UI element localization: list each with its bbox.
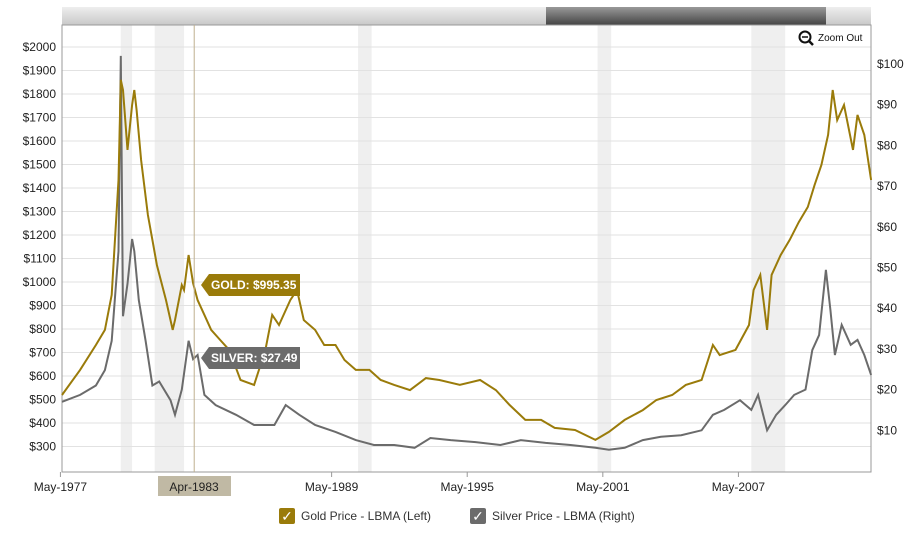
- zoom-out-icon: [798, 30, 812, 44]
- left-axis-tick: $500: [29, 393, 56, 407]
- silver-checkbox-icon[interactable]: ✓: [470, 508, 486, 524]
- right-axis-tick: $30: [877, 342, 897, 356]
- left-axis-tick: $300: [29, 440, 56, 454]
- left-axis-tick: $400: [29, 416, 56, 430]
- legend-silver-label: Silver Price - LBMA (Right): [492, 509, 635, 523]
- left-axis-tick: $600: [29, 369, 56, 383]
- right-axis-tick: $50: [877, 261, 897, 275]
- recession-band: [751, 25, 786, 472]
- x-axis-tick: May-2007: [712, 480, 766, 494]
- recession-band: [120, 25, 133, 472]
- right-axis-tick: $100: [877, 57, 904, 71]
- left-axis-tick: $900: [29, 299, 56, 313]
- legend-gold[interactable]: ✓ Gold Price - LBMA (Left): [279, 508, 431, 524]
- right-axis-tick: $40: [877, 301, 897, 315]
- right-axis-tick: $20: [877, 383, 897, 397]
- x-axis-tick: May-1995: [441, 480, 495, 494]
- recession-band: [154, 25, 185, 472]
- date-tooltip-text: Apr-1983: [169, 480, 219, 494]
- left-axis-tick: $1400: [23, 181, 57, 195]
- zoom-out-label: Zoom Out: [818, 33, 863, 44]
- legend-gold-label: Gold Price - LBMA (Left): [301, 509, 432, 523]
- left-axis-tick: $1700: [23, 111, 57, 125]
- silver-tooltip: SILVER: $27.49: [201, 347, 300, 369]
- left-axis-tick: $700: [29, 346, 56, 360]
- left-axis-tick: $1300: [23, 205, 57, 219]
- left-axis-tick: $800: [29, 322, 56, 336]
- right-axis-tick: $90: [877, 98, 897, 112]
- x-axis-tick: May-2001: [576, 480, 630, 494]
- left-axis-tick: $1600: [23, 134, 57, 148]
- date-tooltip-box: [158, 476, 231, 496]
- left-axis-tick: $1800: [23, 87, 57, 101]
- left-axis-tick: $2000: [23, 40, 57, 54]
- left-axis-tick: $1500: [23, 158, 57, 172]
- left-axis-tick: $1200: [23, 228, 57, 242]
- gold-tooltip: GOLD: $995.35: [201, 274, 300, 296]
- silver-series-line: [61, 55, 873, 451]
- legend-silver[interactable]: ✓ Silver Price - LBMA (Right): [470, 508, 635, 524]
- gold-series-line: [61, 79, 873, 442]
- recession-band: [597, 25, 612, 472]
- left-axis-tick: $1100: [24, 252, 57, 266]
- zoom-out-button[interactable]: Zoom Out: [798, 30, 863, 46]
- x-axis-tick: May-1977: [34, 480, 88, 494]
- right-axis-tick: $10: [877, 423, 897, 437]
- right-axis-tick: $70: [877, 179, 897, 193]
- navigator-handle[interactable]: [546, 7, 826, 25]
- left-axis-tick: $1900: [23, 64, 57, 78]
- silver-tooltip-text: SILVER: $27.49: [211, 351, 298, 365]
- right-axis-tick: $80: [877, 138, 897, 152]
- x-axis-tick: May-1989: [305, 480, 359, 494]
- gold-silver-chart: $2000 $1900 $1800 $1700 $1600 $1500 $1400 $1300…: [23, 7, 904, 496]
- plot-border: [61, 24, 872, 473]
- gold-checkbox-icon[interactable]: ✓: [279, 508, 295, 524]
- recession-band: [358, 25, 372, 472]
- right-axis-tick: $60: [877, 220, 897, 234]
- left-axis-tick: $1000: [23, 275, 57, 289]
- gold-tooltip-text: GOLD: $995.35: [211, 278, 297, 292]
